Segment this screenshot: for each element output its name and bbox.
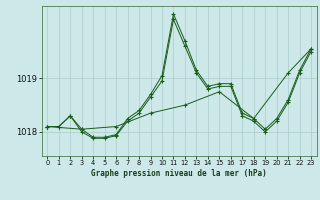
X-axis label: Graphe pression niveau de la mer (hPa): Graphe pression niveau de la mer (hPa) — [91, 169, 267, 178]
